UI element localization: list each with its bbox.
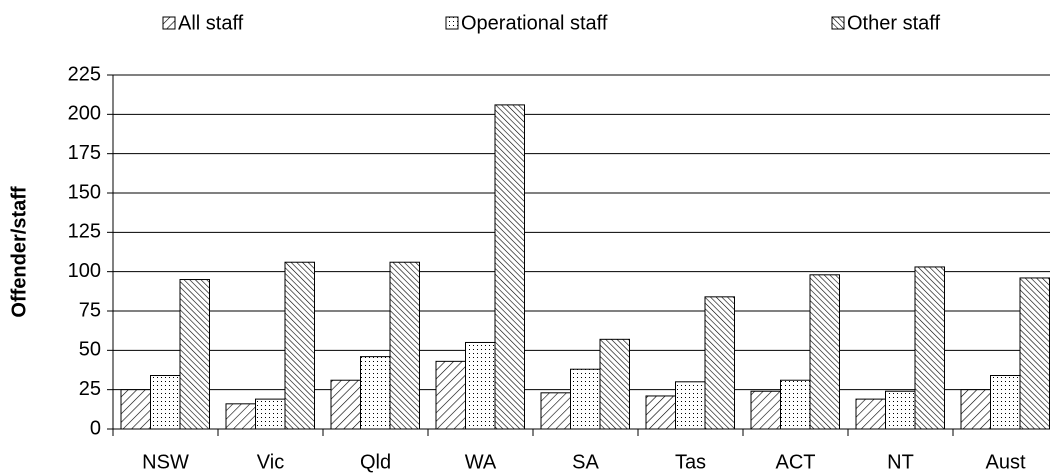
y-tick-label: 125 [68, 221, 101, 243]
bar [855, 398, 886, 430]
bar [179, 279, 210, 430]
bar [675, 381, 706, 430]
bar [225, 403, 256, 430]
y-tick-label: 150 [68, 181, 101, 203]
bar [704, 296, 735, 430]
y-tick-label: 175 [68, 142, 101, 164]
bar [284, 261, 315, 430]
legend-swatch [831, 16, 845, 30]
bar [990, 375, 1021, 430]
y-tick-label: 25 [79, 378, 101, 400]
bar [389, 261, 420, 430]
x-tick-label: Vic [257, 451, 284, 473]
y-tick-label: 50 [79, 339, 101, 361]
bar [570, 368, 601, 430]
legend-swatch [445, 16, 459, 30]
bar [750, 390, 781, 430]
bar [780, 379, 811, 430]
bar [120, 389, 151, 430]
bar [645, 395, 676, 430]
x-tick-label: Qld [360, 451, 391, 473]
y-tick-label: 0 [90, 417, 101, 439]
bar [885, 390, 916, 430]
bar [540, 392, 571, 430]
bar [1019, 277, 1050, 430]
bar [809, 274, 840, 430]
x-tick-label: SA [572, 451, 599, 473]
bar [255, 398, 286, 430]
x-tick-label: WA [465, 451, 497, 473]
y-tick-label: 100 [68, 260, 101, 282]
bar [465, 341, 496, 430]
bar [599, 338, 630, 430]
bar [330, 379, 361, 430]
bar [360, 356, 391, 430]
bar [494, 104, 525, 430]
x-tick-label: NSW [142, 451, 189, 473]
bar [435, 360, 466, 430]
bar [150, 375, 181, 430]
y-tick-label: 200 [68, 103, 101, 125]
bar [960, 389, 991, 430]
bar [914, 266, 945, 430]
y-tick-label: 75 [79, 299, 101, 321]
x-tick-label: ACT [776, 451, 816, 473]
x-tick-label: Tas [675, 451, 706, 473]
x-tick-label: NT [887, 451, 914, 473]
legend-swatch [162, 16, 176, 30]
y-tick-label: 225 [68, 63, 101, 85]
x-tick-label: Aust [985, 451, 1025, 473]
legend-label: All staff [178, 12, 244, 34]
legend-label: Operational staff [461, 12, 608, 34]
y-axis-label: Offender/staff [8, 186, 30, 317]
legend-label: Other staff [847, 12, 940, 34]
